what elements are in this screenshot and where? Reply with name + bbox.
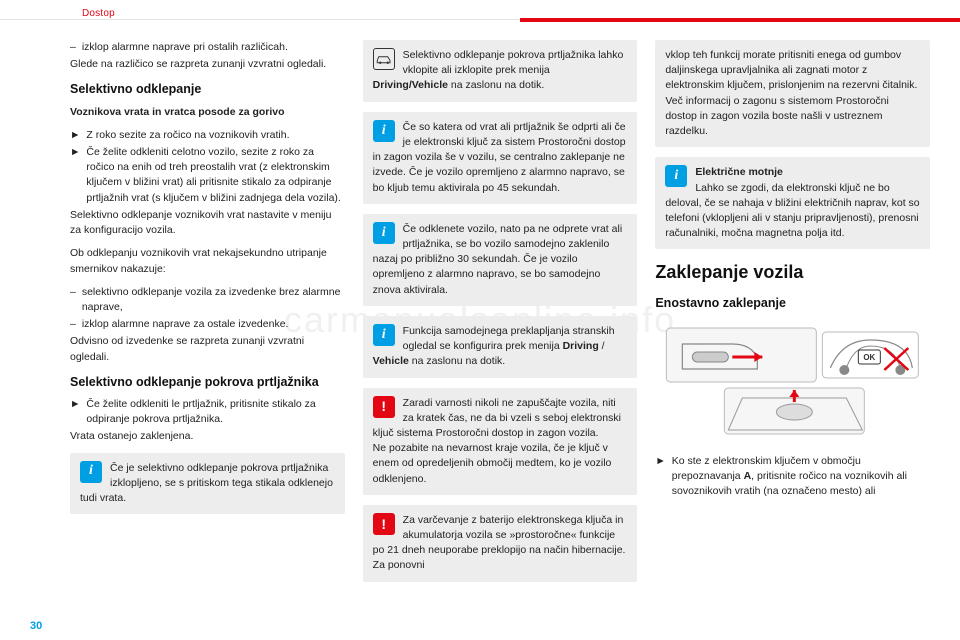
- c2-box-i3-b: na zaslonu na dotik.: [409, 355, 505, 367]
- c1-h2: Selektivno odklepanje pokrova prtljažnik…: [70, 373, 345, 391]
- breadcrumb: Dostop: [82, 8, 115, 19]
- dash: –: [70, 40, 76, 55]
- c2-box-car-a: Selektivno odklepanje pokrova prtljažnik…: [403, 49, 624, 76]
- car-icon: [373, 48, 395, 70]
- arrow-icon: ►: [655, 454, 665, 500]
- c2-box-i3: i Funkcija samodejnega preklapljanja str…: [363, 316, 638, 378]
- c1-p10-line: ► Če želite odkleniti le prtljažnik, pri…: [70, 397, 345, 427]
- c1-p7: selektivno odklepanje vozila za izvedenk…: [82, 285, 345, 315]
- c2-box-car-bold: Driving/Vehicle: [373, 79, 448, 91]
- column-3: vklop teh funkcij morate pritisniti eneg…: [655, 40, 930, 620]
- dash: –: [70, 285, 76, 315]
- c1-p1b: Glede na različico se razpreta zunanji v…: [70, 57, 345, 72]
- c2-box-i1-text: Če so katera od vrat ali prtljažnik še o…: [373, 121, 626, 194]
- c1-p9: Odvisno od izvedenke se razpreta zunanji…: [70, 334, 345, 364]
- c3-h-sub: Enostavno zaklepanje: [655, 294, 930, 312]
- top-rule-red: [520, 18, 960, 22]
- c2-box-w1-text: Zaradi varnosti nikoli ne zapuščajte voz…: [373, 397, 621, 485]
- info-icon: i: [373, 222, 395, 244]
- c2-box-i3-bold2: Vehicle: [373, 355, 409, 367]
- top-rule: [0, 18, 960, 22]
- c2-box-i3-bold1: Driving: [563, 340, 599, 352]
- c1-p8: izklop alarmne naprave za ostale izveden…: [82, 317, 345, 332]
- c2-box-i2-text: Če odklenete vozilo, nato pa ne odprete …: [373, 223, 622, 296]
- c2-box-i2: i Če odklenete vozilo, nato pa ne odpret…: [363, 214, 638, 306]
- c3-box-i4-text: Lahko se zgodi, da elektronski ključ ne …: [665, 182, 919, 240]
- column-2: Selektivno odklepanje pokrova prtljažnik…: [363, 40, 638, 620]
- arrow-icon: ►: [70, 145, 80, 206]
- c1-box1: i Če je selektivno odklepanje pokrova pr…: [70, 453, 345, 515]
- info-icon: i: [665, 165, 687, 187]
- c1-h1: Selektivno odklepanje: [70, 80, 345, 98]
- arrow-icon: ►: [70, 128, 80, 143]
- c2-box-i1: i Če so katera od vrat ali prtljažnik še…: [363, 112, 638, 204]
- c2-box-car: Selektivno odklepanje pokrova prtljažnik…: [363, 40, 638, 102]
- c1-p8-line: – izklop alarmne naprave za ostale izved…: [70, 317, 345, 332]
- arrow-icon: ►: [70, 397, 80, 427]
- c1-p10: Če želite odkleniti le prtljažnik, priti…: [86, 397, 344, 427]
- c1-p1: izklop alarmne naprave pri ostalih razli…: [82, 40, 345, 55]
- page-columns: – izklop alarmne naprave pri ostalih raz…: [70, 40, 930, 620]
- c1-p2-bold: Voznikova vrata in vratca posode za gori…: [70, 105, 345, 120]
- ok-label: OK: [864, 353, 876, 362]
- c3-box-i4: i Električne motnje Lahko se zgodi, da e…: [655, 157, 930, 249]
- page-number: 30: [30, 620, 42, 632]
- c1-p7-line: – selektivno odklepanje vozila za izvede…: [70, 285, 345, 315]
- c1-p1-line: – izklop alarmne naprave pri ostalih raz…: [70, 40, 345, 55]
- warn-icon: !: [373, 513, 395, 535]
- c3-p1: Ko ste z elektronskim ključem v območju …: [672, 454, 930, 500]
- lock-illustration: OK: [655, 324, 930, 439]
- c1-p5: Selektivno odklepanje voznikovih vrat na…: [70, 208, 345, 238]
- warn-icon: !: [373, 396, 395, 418]
- c2-box-w1: ! Zaradi varnosti nikoli ne zapuščajte v…: [363, 388, 638, 495]
- info-icon: i: [373, 324, 395, 346]
- c3-h-section: Zaklepanje vozila: [655, 259, 930, 285]
- top-rule-grey: [0, 19, 520, 20]
- car-icon-svg: [375, 53, 393, 65]
- c2-box-w2-text: Za varčevanje z baterijo elektronskega k…: [373, 514, 626, 572]
- c1-p3: Z roko sezite za ročico na voznikovih vr…: [86, 128, 344, 143]
- c1-box1-text: Če je selektivno odklepanje pokrova prtl…: [80, 462, 333, 504]
- c2-box-w2: ! Za varčevanje z baterijo elektronskega…: [363, 505, 638, 582]
- c1-p4: Če želite odkleniti celotno vozilo, sezi…: [86, 145, 344, 206]
- c1-p4-line: ► Če želite odkleniti celotno vozilo, se…: [70, 145, 345, 206]
- c2-box-i3-sep: /: [599, 340, 605, 352]
- c2-box-car-b: na zaslonu na dotik.: [448, 79, 544, 91]
- c3-box-cont: vklop teh funkcij morate pritisniti eneg…: [655, 40, 930, 147]
- c3-box-cont-text: vklop teh funkcij morate pritisniti eneg…: [665, 49, 917, 137]
- info-icon: i: [80, 461, 102, 483]
- c1-p6: Ob odklepanju voznikovih vrat nekajsekun…: [70, 246, 345, 276]
- c3-box-i4-title: Električne motnje: [695, 166, 783, 178]
- info-icon: i: [373, 120, 395, 142]
- c1-p3-line: ► Z roko sezite za ročico na voznikovih …: [70, 128, 345, 143]
- column-1: – izklop alarmne naprave pri ostalih raz…: [70, 40, 345, 620]
- c1-p11: Vrata ostanejo zaklenjena.: [70, 429, 345, 444]
- c3-p1-line: ► Ko ste z elektronskim ključem v območj…: [655, 454, 930, 500]
- dash: –: [70, 317, 76, 332]
